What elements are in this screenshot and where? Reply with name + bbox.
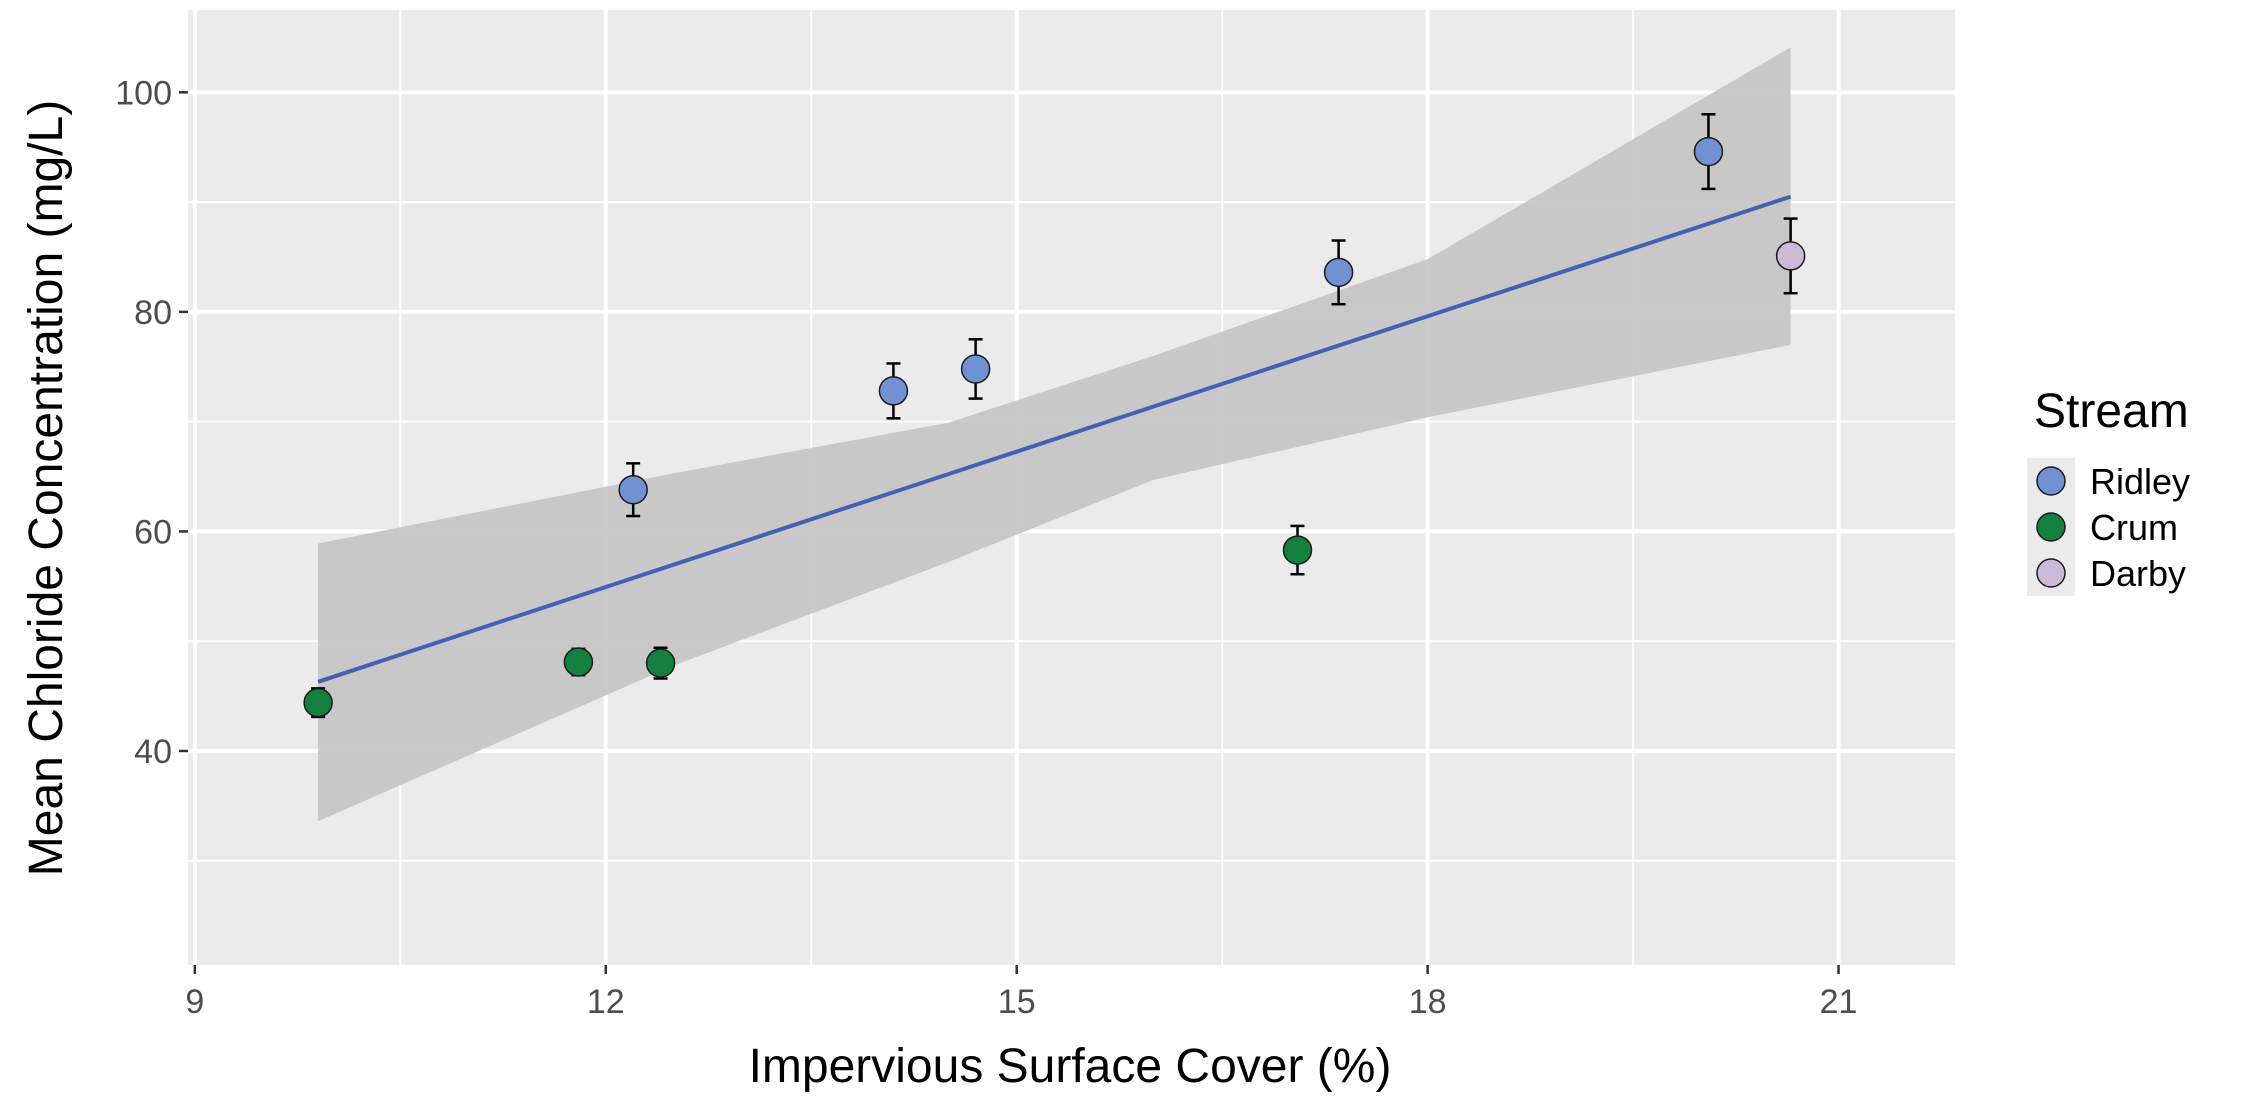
- point-marker: [1323, 257, 1354, 288]
- x-tick-label: 12: [587, 983, 625, 1021]
- point-marker: [1775, 241, 1806, 271]
- point-marker: [960, 354, 991, 384]
- legend-label-ridley: Ridley: [2090, 461, 2190, 502]
- data-point-ridley: [1323, 239, 1354, 306]
- y-tick-label: 40: [134, 733, 172, 771]
- legend: Stream Ridley Crum Darby: [2027, 385, 2190, 596]
- point-marker: [1693, 136, 1724, 167]
- legend-key-crum: [2036, 512, 2066, 542]
- data-point-ridley: [1693, 113, 1724, 191]
- legend-label-darby: Darby: [2090, 553, 2186, 594]
- point-marker: [1282, 535, 1313, 565]
- x-tick-label: 9: [185, 983, 204, 1021]
- fit-line: [317, 194, 1792, 684]
- point-marker: [645, 648, 676, 678]
- legend-key-ridley: [2036, 466, 2066, 496]
- point-marker: [303, 687, 333, 718]
- data-point-crum: [563, 647, 594, 677]
- points-layer: [303, 113, 1806, 719]
- y-tick-label: 100: [115, 74, 172, 112]
- x-tick-label: 18: [1409, 983, 1447, 1021]
- point-marker: [618, 474, 648, 505]
- data-point-ridley: [618, 462, 648, 518]
- y-axis-title: Mean Chloride Concentration (mg/L): [20, 100, 73, 876]
- data-point-crum: [1282, 524, 1313, 576]
- y-axis: 40 60 80 100: [115, 74, 188, 771]
- legend-label-crum: Crum: [2090, 507, 2178, 548]
- point-marker: [563, 647, 594, 677]
- y-tick-label: 80: [134, 294, 172, 332]
- legend-title: Stream: [2034, 385, 2189, 438]
- legend-key-darby: [2036, 558, 2066, 588]
- fit-line-layer: [317, 194, 1792, 684]
- x-axis: 9 12 15 18 21: [185, 965, 1857, 1021]
- x-tick-label: 21: [1820, 983, 1858, 1021]
- x-axis-title: Impervious Surface Cover (%): [749, 1040, 1392, 1093]
- data-point-crum: [645, 646, 676, 680]
- legend-entries: Ridley Crum Darby: [2027, 458, 2190, 596]
- x-tick-label: 15: [998, 983, 1036, 1021]
- confidence-band: [318, 47, 1791, 822]
- data-point-ridley: [878, 362, 909, 420]
- y-tick-label: 60: [134, 513, 172, 551]
- data-point-ridley: [960, 338, 991, 400]
- data-point-darby: [1775, 217, 1806, 295]
- confidence-band-layer: [318, 47, 1791, 822]
- data-point-crum: [303, 687, 333, 719]
- point-marker: [878, 376, 909, 406]
